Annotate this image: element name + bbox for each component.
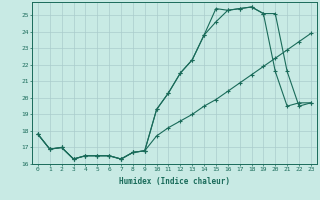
X-axis label: Humidex (Indice chaleur): Humidex (Indice chaleur) [119, 177, 230, 186]
